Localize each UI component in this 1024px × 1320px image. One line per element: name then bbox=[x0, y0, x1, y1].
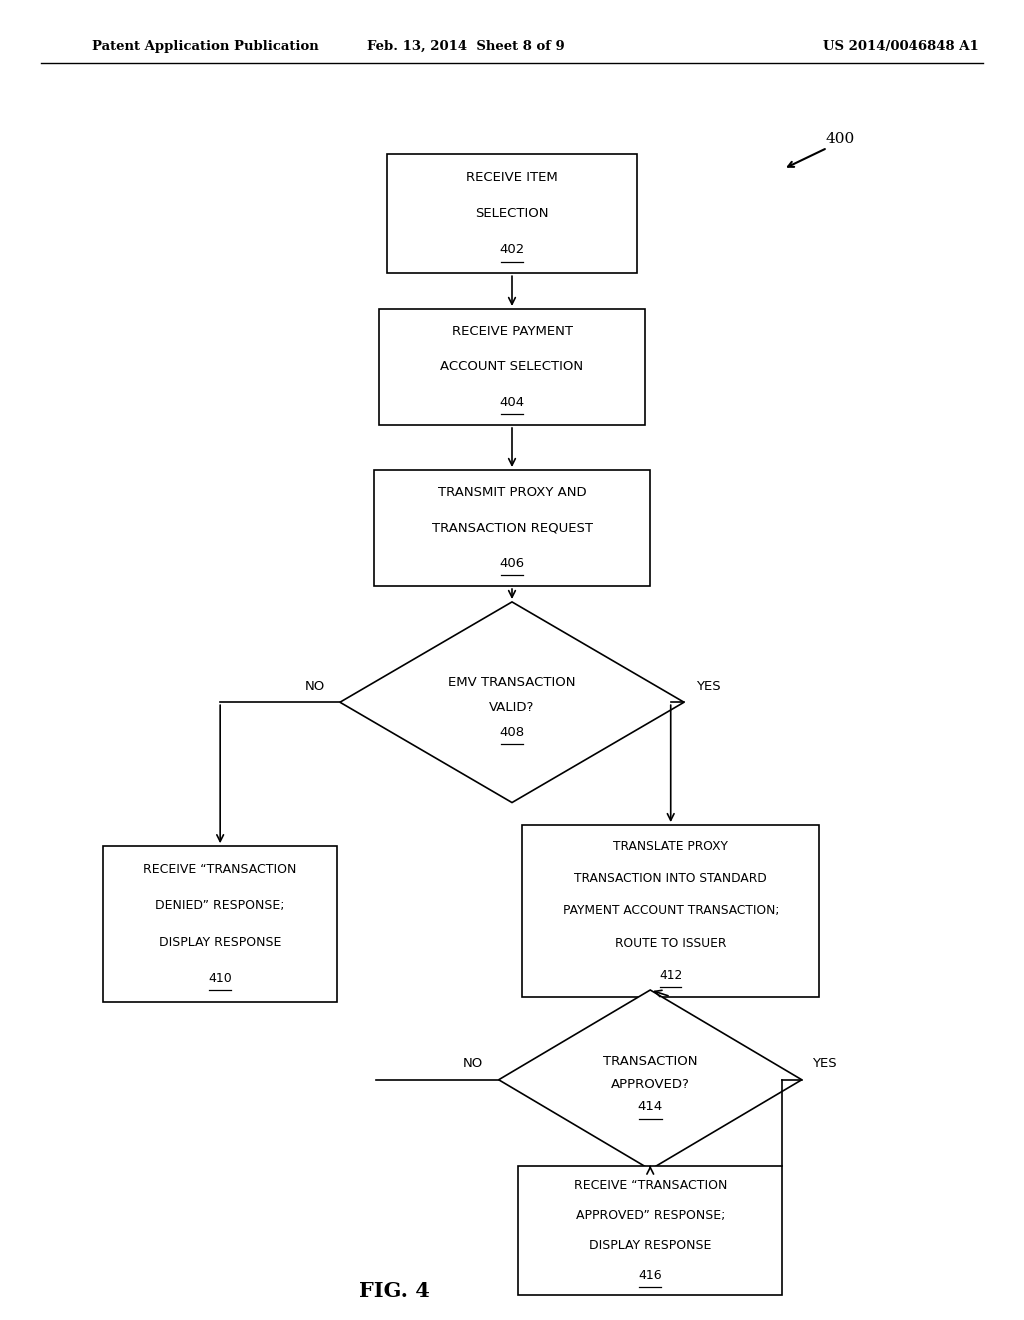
Text: 414: 414 bbox=[638, 1100, 663, 1113]
Text: DISPLAY RESPONSE: DISPLAY RESPONSE bbox=[159, 936, 282, 949]
Text: DENIED” RESPONSE;: DENIED” RESPONSE; bbox=[156, 899, 285, 912]
FancyBboxPatch shape bbox=[374, 470, 650, 586]
Text: VALID?: VALID? bbox=[489, 701, 535, 714]
FancyBboxPatch shape bbox=[103, 846, 337, 1002]
Text: RECEIVE PAYMENT: RECEIVE PAYMENT bbox=[452, 325, 572, 338]
Text: 406: 406 bbox=[500, 557, 524, 570]
FancyBboxPatch shape bbox=[522, 825, 819, 997]
Text: PAYMENT ACCOUNT TRANSACTION;: PAYMENT ACCOUNT TRANSACTION; bbox=[562, 904, 779, 917]
Text: YES: YES bbox=[812, 1057, 837, 1071]
Text: RECEIVE ITEM: RECEIVE ITEM bbox=[466, 172, 558, 185]
Text: Patent Application Publication: Patent Application Publication bbox=[92, 40, 318, 53]
Text: FIG. 4: FIG. 4 bbox=[358, 1280, 430, 1302]
Text: DISPLAY RESPONSE: DISPLAY RESPONSE bbox=[589, 1238, 712, 1251]
Text: TRANSMIT PROXY AND: TRANSMIT PROXY AND bbox=[437, 486, 587, 499]
Text: 410: 410 bbox=[208, 972, 232, 985]
Text: 400: 400 bbox=[825, 132, 854, 145]
Text: TRANSACTION INTO STANDARD: TRANSACTION INTO STANDARD bbox=[574, 873, 767, 884]
Text: NO: NO bbox=[463, 1057, 483, 1071]
FancyBboxPatch shape bbox=[518, 1166, 782, 1295]
Text: NO: NO bbox=[304, 680, 325, 693]
Text: RECEIVE “TRANSACTION: RECEIVE “TRANSACTION bbox=[143, 863, 297, 876]
Polygon shape bbox=[499, 990, 802, 1170]
Text: TRANSLATE PROXY: TRANSLATE PROXY bbox=[613, 840, 728, 853]
Text: YES: YES bbox=[696, 680, 721, 693]
Text: 402: 402 bbox=[500, 243, 524, 256]
Text: 408: 408 bbox=[500, 726, 524, 739]
Text: ROUTE TO ISSUER: ROUTE TO ISSUER bbox=[615, 937, 726, 949]
Text: TRANSACTION REQUEST: TRANSACTION REQUEST bbox=[431, 521, 593, 535]
Text: Feb. 13, 2014  Sheet 8 of 9: Feb. 13, 2014 Sheet 8 of 9 bbox=[367, 40, 565, 53]
Text: 412: 412 bbox=[659, 969, 682, 982]
Text: APPROVED” RESPONSE;: APPROVED” RESPONSE; bbox=[575, 1209, 725, 1222]
Text: ACCOUNT SELECTION: ACCOUNT SELECTION bbox=[440, 360, 584, 374]
Text: 416: 416 bbox=[638, 1269, 663, 1282]
FancyBboxPatch shape bbox=[387, 154, 637, 273]
Text: RECEIVE “TRANSACTION: RECEIVE “TRANSACTION bbox=[573, 1179, 727, 1192]
Text: US 2014/0046848 A1: US 2014/0046848 A1 bbox=[823, 40, 979, 53]
Text: EMV TRANSACTION: EMV TRANSACTION bbox=[449, 676, 575, 689]
Text: SELECTION: SELECTION bbox=[475, 207, 549, 220]
Polygon shape bbox=[340, 602, 684, 803]
FancyBboxPatch shape bbox=[379, 309, 645, 425]
Text: TRANSACTION: TRANSACTION bbox=[603, 1055, 697, 1068]
Text: 404: 404 bbox=[500, 396, 524, 409]
Text: APPROVED?: APPROVED? bbox=[610, 1077, 690, 1090]
